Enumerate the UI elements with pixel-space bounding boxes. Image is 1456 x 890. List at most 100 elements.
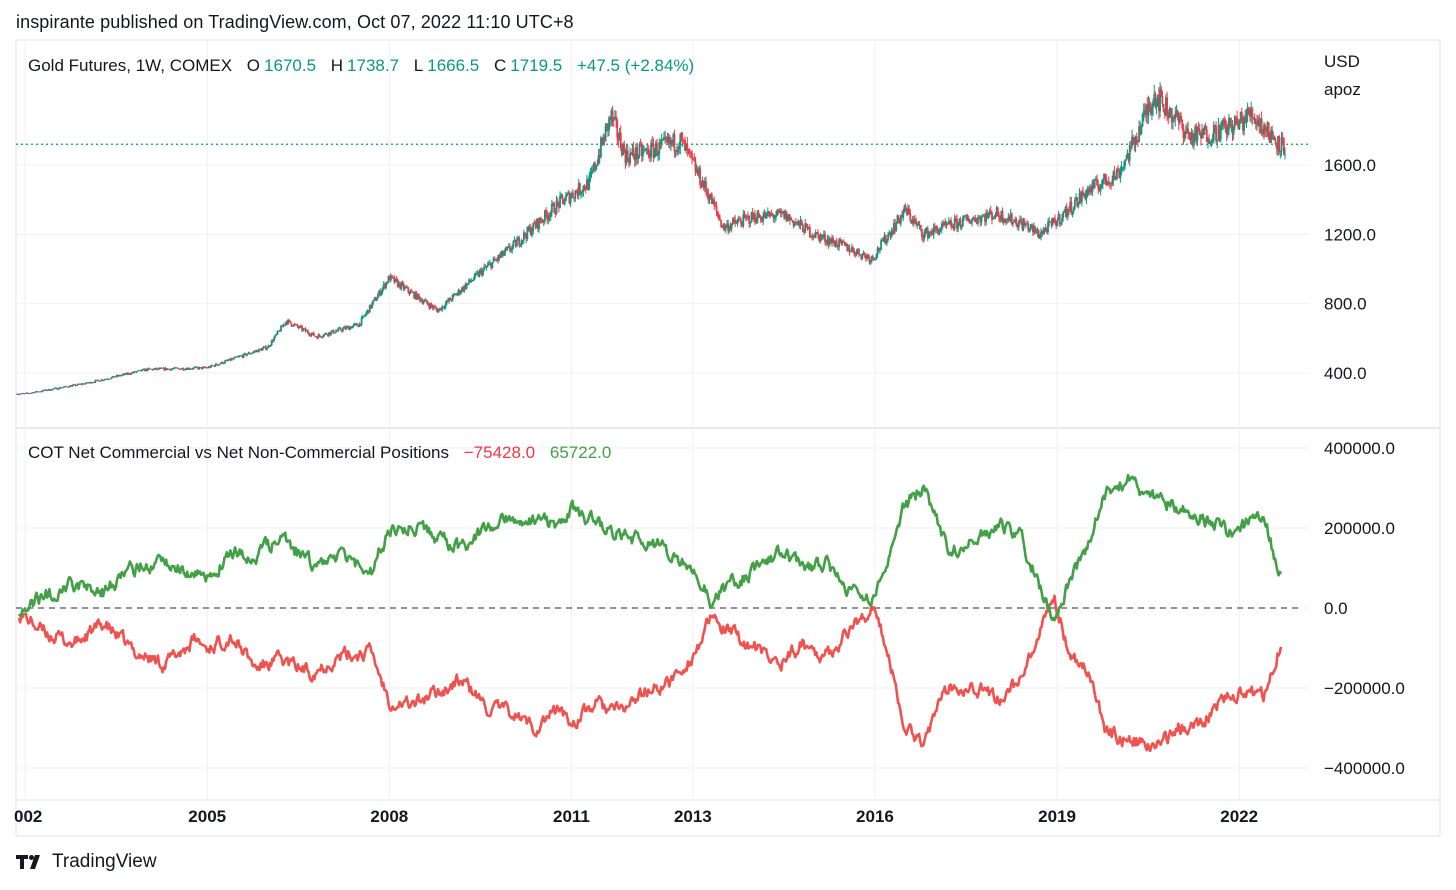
candle-805-body: [956, 218, 958, 229]
candle-973-body: [1152, 101, 1154, 108]
candle-301-body: [367, 310, 370, 313]
candle-818-body: [971, 219, 974, 222]
candle-109-body: [143, 369, 146, 372]
candle-350-body: [424, 300, 427, 301]
candle-726-body: [863, 253, 866, 255]
candle-799-body: [949, 220, 951, 222]
candle-63-body: [89, 381, 92, 384]
candle-386-body: [466, 283, 469, 285]
candle-385-body: [465, 284, 468, 289]
candle-294-body: [359, 323, 362, 325]
candle-808-body: [959, 219, 962, 227]
candle-996-body: [1179, 116, 1181, 123]
candle-459-body: [552, 203, 554, 205]
candle-983-body: [1163, 111, 1166, 116]
candle-747-body: [888, 232, 891, 235]
candle-1084-body: [1281, 137, 1284, 139]
candle-630-body: [751, 212, 754, 219]
candle-416-body: [501, 250, 504, 256]
candle-280-body: [343, 327, 345, 329]
cot-legend: COT Net Commercial vs Net Non-Commercial…: [28, 443, 615, 463]
candle-882-body: [1045, 229, 1048, 233]
candle-513-body: [615, 116, 617, 121]
candle-2-body: [18, 394, 21, 395]
commercial-line: [17, 594, 1283, 753]
candle-341-body: [414, 292, 417, 299]
candle-1002-body: [1186, 128, 1188, 133]
x-tick-label-4: 2013: [674, 807, 712, 826]
candle-164-body: [207, 366, 210, 369]
candle-221-body: [274, 334, 277, 338]
candle-320-body: [389, 275, 392, 281]
candle-305-body: [372, 300, 375, 304]
candle-6-body: [23, 393, 26, 395]
candle-1041-body: [1231, 123, 1234, 135]
candle-1051-body: [1243, 117, 1246, 131]
candle-792-body: [940, 223, 943, 230]
cot-tick-label-3: −200000.0: [1324, 679, 1405, 698]
candle-981-body: [1161, 95, 1164, 104]
candle-533-body: [638, 144, 641, 156]
candle-295-body: [360, 317, 363, 325]
candle-194-body: [242, 353, 245, 358]
candle-202-body: [252, 352, 254, 353]
candle-343-body: [416, 293, 419, 300]
candle-713-body: [848, 247, 851, 253]
candle-569-body: [680, 133, 683, 138]
candle-270-body: [331, 329, 334, 332]
candle-143-body: [183, 369, 186, 371]
candle-896-body: [1062, 212, 1065, 218]
candle-742-body: [882, 239, 885, 242]
candle-398-body: [480, 269, 483, 276]
candle-605-body: [722, 224, 725, 227]
candle-821-body: [974, 218, 977, 222]
candle-239-body: [295, 324, 298, 326]
candle-714-body: [849, 251, 852, 253]
candle-72-body: [100, 379, 103, 382]
candle-772-body: [917, 224, 920, 226]
candle-541-body: [647, 149, 650, 157]
candle-883-body: [1047, 222, 1049, 233]
candle-439-body: [528, 227, 531, 231]
candle-820-body: [973, 218, 976, 219]
candle-331-body: [402, 283, 405, 290]
candle-1008-body: [1193, 135, 1195, 146]
candle-363-body: [440, 307, 442, 311]
candle-381-body: [461, 287, 463, 292]
candle-684-body: [814, 232, 817, 238]
candle-547-body: [654, 143, 657, 151]
candle-299-body: [365, 312, 368, 316]
candle-135-body: [173, 367, 176, 369]
candle-574-body: [686, 143, 689, 150]
candle-1071-body: [1266, 122, 1269, 132]
candle-683-body: [813, 236, 816, 238]
candle-456-body: [548, 216, 551, 218]
candle-793-body: [942, 223, 944, 226]
candle-979-body: [1159, 88, 1161, 112]
candle-32-body: [53, 388, 56, 389]
candle-263-body: [323, 334, 326, 337]
candle-980-body: [1160, 88, 1163, 96]
candle-208-body: [259, 348, 261, 350]
candle-345-body: [419, 296, 421, 301]
candle-956-body: [1132, 136, 1135, 138]
candle-290-body: [354, 323, 357, 325]
candle-620-body: [740, 220, 742, 224]
candle-1072-body: [1267, 122, 1270, 140]
candle-491-body: [589, 173, 592, 177]
candle-155-body: [197, 367, 200, 370]
candle-319-body: [388, 276, 391, 281]
price-tick-label-1: 1200.0: [1324, 225, 1376, 244]
candle-708-body: [842, 241, 845, 243]
candle-370-body: [448, 298, 451, 302]
candle-716-body: [852, 247, 854, 251]
candle-1077-body: [1273, 137, 1276, 141]
candle-666-body: [793, 222, 796, 226]
candle-192-body: [240, 355, 243, 357]
candle-842-body: [999, 217, 1002, 221]
candle-1054-body: [1246, 107, 1249, 116]
candle-989-body: [1170, 108, 1173, 122]
candle-538-body: [644, 149, 647, 151]
candle-611-body: [729, 226, 732, 229]
